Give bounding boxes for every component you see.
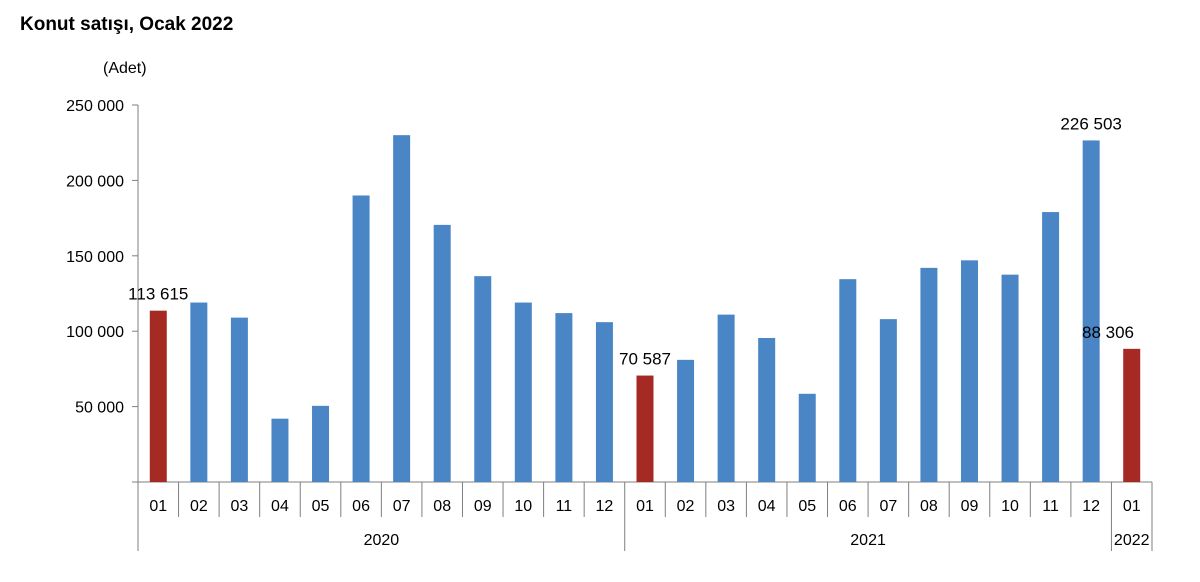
data-label: 113 615 (128, 285, 188, 304)
x-tick-label-month: 02 (677, 498, 695, 515)
bar (879, 319, 897, 482)
x-tick-label-month: 10 (514, 498, 532, 515)
bar (352, 195, 370, 483)
data-label: 88 306 (1082, 323, 1134, 342)
data-label: 70 587 (619, 350, 671, 369)
x-tick-label-month: 07 (393, 498, 411, 515)
x-tick-label-month: 11 (1042, 498, 1059, 515)
x-tick-label-month: 01 (636, 498, 654, 515)
bar (190, 302, 208, 482)
bar (960, 260, 978, 482)
bar (555, 313, 573, 482)
x-tick-label-month: 09 (961, 498, 979, 515)
y-tick-label: 200 000 (66, 173, 124, 190)
data-label: 226 503 (1060, 114, 1121, 133)
bar (271, 418, 289, 482)
x-tick-label-month: 07 (879, 498, 897, 515)
bar (677, 359, 695, 482)
x-tick-label-month: 09 (474, 498, 492, 515)
y-tick-label: 150 000 (66, 249, 124, 266)
x-tick-label-year: 2020 (364, 532, 400, 549)
x-tick-label-month: 06 (352, 498, 370, 515)
x-tick-label-month: 01 (149, 498, 167, 515)
x-tick-label-month: 11 (556, 498, 573, 515)
bar (514, 302, 532, 482)
bar (758, 337, 776, 482)
x-tick-label-month: 03 (231, 498, 249, 515)
bar (920, 267, 938, 482)
x-tick-label-month: 08 (920, 498, 938, 515)
bar (1042, 212, 1060, 482)
x-tick-label-month: 05 (798, 498, 816, 515)
y-tick-label: 250 000 (66, 98, 124, 115)
x-tick-label-month: 02 (190, 498, 208, 515)
x-tick-label-month: 05 (312, 498, 330, 515)
x-tick-label-month: 12 (1082, 498, 1100, 515)
y-axis-unit-label: (Adet) (103, 60, 147, 77)
x-tick-label-month: 06 (839, 498, 857, 515)
x-tick-label-month: 04 (758, 498, 776, 515)
bar-highlight (1123, 348, 1141, 482)
x-tick-label-month: 12 (596, 498, 614, 515)
bar (1001, 274, 1019, 482)
bar-highlight (636, 375, 654, 482)
bar (433, 224, 451, 483)
y-tick-label: 50 000 (75, 400, 124, 417)
x-tick-label-month: 01 (1123, 498, 1141, 515)
x-tick-label-month: 03 (717, 498, 735, 515)
y-tick-label: 100 000 (66, 324, 124, 341)
bar (312, 405, 330, 482)
x-tick-label-year: 2021 (850, 532, 886, 549)
bar-highlight (149, 310, 167, 482)
x-tick-label-month: 08 (433, 498, 451, 515)
bar (1082, 140, 1100, 482)
chart-title: Konut satışı, Ocak 2022 (20, 14, 234, 35)
bar (717, 314, 735, 482)
bar (798, 393, 816, 482)
bar (839, 279, 857, 482)
bar (393, 135, 411, 482)
bar (474, 276, 492, 482)
bar (230, 317, 248, 482)
x-tick-label-year: 2022 (1114, 532, 1150, 549)
x-tick-label-month: 04 (271, 498, 289, 515)
bar (595, 322, 613, 482)
x-tick-label-month: 10 (1001, 498, 1019, 515)
